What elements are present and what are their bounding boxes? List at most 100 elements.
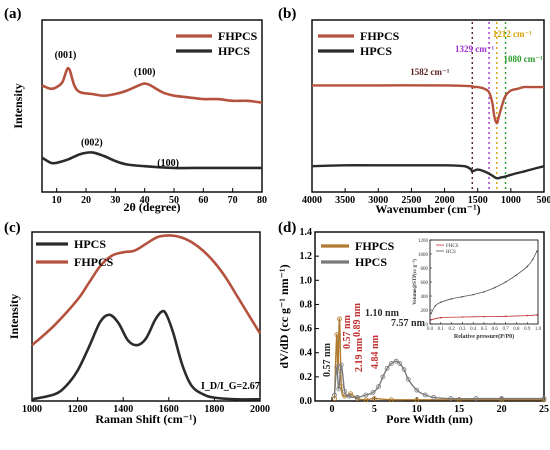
data-point — [332, 392, 337, 398]
data-point — [456, 397, 462, 403]
inset-y-tick-label: 600 — [421, 281, 429, 286]
y-tick-label: 0.6 — [300, 324, 313, 335]
inset-y-tick-label: 400 — [421, 295, 429, 300]
inset-point — [483, 291, 485, 293]
inset-x-tick-label: 0.4 — [470, 327, 477, 332]
inset-point — [526, 314, 528, 317]
data-point — [393, 358, 399, 364]
inset-x-tick-label: 0.3 — [459, 327, 466, 332]
y-tick-label: 0.4 — [300, 348, 313, 359]
peak-label: (001) — [55, 50, 77, 61]
plot-frame — [311, 19, 545, 193]
x-tick-label: 1200 — [68, 404, 88, 415]
data-point — [336, 386, 342, 392]
inset-point — [536, 250, 538, 252]
inset-point — [504, 315, 507, 318]
data-point — [363, 397, 369, 403]
inset-y-tick-label: 1200 — [418, 239, 429, 244]
inset-frame — [429, 239, 539, 325]
x-tick-label: 3000 — [368, 195, 388, 206]
inset-point — [430, 312, 432, 315]
inset-x-tick-label: 0.1 — [438, 327, 445, 332]
inset-point — [483, 315, 485, 318]
data-point — [388, 397, 394, 403]
y-tick-label: 0.2 — [300, 372, 313, 383]
legend-label: FHPCS — [360, 29, 400, 43]
x-tick-label: 4000 — [302, 195, 322, 206]
pore-label: 0.57 nm — [342, 314, 353, 349]
x-tick-label: 1800 — [204, 404, 224, 415]
legend-label: FHPCS — [74, 255, 114, 269]
legend-label: HPCS — [355, 255, 387, 269]
inset-x-tick-label: 1.0 — [535, 327, 542, 332]
x-tick-label: 1400 — [113, 404, 133, 415]
inset-legend-label: FHCS — [446, 244, 459, 249]
data-point — [499, 396, 504, 401]
inset-point — [434, 305, 437, 307]
x-tick-label: 50 — [169, 195, 179, 206]
data-point — [431, 394, 437, 400]
data-point — [384, 366, 390, 371]
pore-label: 2.19 nm — [354, 337, 365, 372]
x-tick-label: 40 — [140, 195, 150, 206]
data-point — [414, 387, 420, 393]
x-tick-label: 20 — [497, 404, 507, 415]
x-tick-label: 1000 — [22, 404, 42, 415]
x-axis-label: Wavenumber (cm⁻¹) — [375, 202, 480, 216]
inset-point — [531, 258, 534, 261]
pore-label: 7.57 nm — [391, 318, 426, 329]
data-point — [376, 384, 382, 389]
x-tick-label: 10 — [412, 404, 422, 415]
inset-point — [461, 295, 464, 298]
data-point — [397, 361, 403, 366]
inset-point — [515, 274, 518, 276]
inset-x-tick-label: 0.6 — [492, 327, 499, 332]
inset-x-tick-label: 0.0 — [427, 327, 434, 332]
inset-y-tick-label: 200 — [421, 309, 429, 314]
data-point — [422, 392, 428, 398]
inset-x-tick-label: 0.2 — [448, 327, 455, 332]
y-tick-label: 1.0 — [300, 275, 313, 286]
band-label: 1080 cm⁻¹ — [504, 54, 543, 64]
x-tick-label: 60 — [198, 195, 208, 206]
plot-frame — [31, 231, 261, 402]
pore-label: 1.10 nm — [365, 308, 400, 319]
inset-y-tick-label: 0 — [426, 323, 429, 328]
band-label: 1329 cm⁻¹ — [455, 44, 494, 54]
y-axis-label: dV/dD (cc g⁻¹ nm⁻¹) — [277, 264, 291, 368]
inset-isotherm: 0.0 0.1 0.2 0.3 0.4 0.5 0.6 0.7 0.8 0.9 1.0 0 200 400… — [412, 239, 542, 340]
ratio-label: I_D/I_G=2.67 — [201, 381, 260, 392]
panel-b: (b) 4000 3500 3000 2500 2000 1500 1000 500 1582 c… — [278, 6, 550, 216]
data-point — [355, 394, 360, 400]
x-axis-label: 2θ (degree) — [123, 200, 180, 214]
legend-label: HPCS — [74, 237, 106, 251]
legend-label: HPCS — [218, 44, 250, 58]
inset-point — [450, 298, 453, 300]
x-tick-label: 0 — [329, 404, 334, 415]
legend-label: FHPCS — [218, 29, 258, 43]
data-point — [405, 376, 411, 382]
x-tick-label: 2500 — [401, 195, 421, 206]
x-tick-label: 2000 — [250, 404, 270, 415]
peak-label: (100) — [157, 158, 179, 169]
panel-d: (d) 0 5 10 15 20 25 0.0 0.2 0.4 0.6 0.8 1.0 1.2 1.4 0.5… — [277, 220, 549, 426]
panel-label: (b) — [278, 6, 296, 22]
x-tick-label: 20 — [81, 195, 91, 206]
legend-label: FHPCS — [355, 239, 395, 253]
x-tick-label: 1500 — [468, 195, 488, 206]
series-line-fhpcs — [333, 318, 544, 401]
panel-label: (a) — [4, 6, 22, 22]
x-tick-label: 3500 — [335, 195, 355, 206]
x-tick-label: 15 — [454, 404, 464, 415]
y-tick-label: 0.8 — [300, 299, 313, 310]
inset-y-label: Volume@STP(cc g⁻¹) — [412, 259, 418, 305]
data-point — [388, 361, 394, 366]
inset-point — [494, 286, 496, 289]
inset-x-tick-label: 0.9 — [524, 327, 531, 332]
x-tick-label: 500 — [537, 195, 550, 206]
y-tick-label: 1.2 — [300, 251, 313, 262]
plot-frame — [314, 231, 545, 402]
peak-label: (002) — [81, 138, 103, 149]
inset-x-tick-label: 0.5 — [481, 327, 488, 332]
